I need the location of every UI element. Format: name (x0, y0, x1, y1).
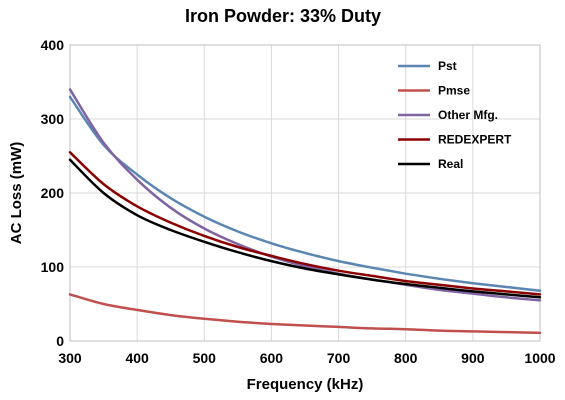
y-tick-label: 100 (41, 259, 65, 275)
x-tick-label: 300 (58, 350, 82, 366)
series-line-pmse (68, 293, 542, 335)
y-tick-label: 300 (41, 111, 65, 127)
x-tick-label: 500 (193, 350, 217, 366)
y-tick-label: 400 (41, 37, 65, 53)
legend-label-pst: Pst (438, 59, 457, 73)
legend-label-redexpert: REDEXPERT (438, 133, 512, 147)
series-group (68, 88, 542, 335)
y-tick-label: 200 (41, 185, 65, 201)
x-tick-label: 800 (394, 350, 418, 366)
y-axis-label: AC Loss (mW) (8, 142, 25, 245)
legend-label-real: Real (438, 157, 463, 171)
series-line-other-mfg (68, 88, 542, 302)
x-tick-label: 400 (125, 350, 149, 366)
x-axis-label: Frequency (kHz) (247, 376, 364, 393)
x-tick-label: 600 (260, 350, 284, 366)
legend-label-pmse: Pmse (438, 84, 470, 98)
x-tick-label: 1000 (524, 350, 555, 366)
x-tick-label: 900 (461, 350, 485, 366)
chart-title: Iron Powder: 33% Duty (185, 6, 381, 26)
legend-label-other-mfg: Other Mfg. (438, 108, 498, 122)
y-tick-label: 0 (56, 333, 64, 349)
series-line-redexpert (68, 151, 542, 296)
plot-area (69, 44, 541, 342)
x-tick-label: 700 (327, 350, 351, 366)
series-line-real (68, 158, 542, 299)
series-line-pst (68, 95, 542, 292)
y-axis-ticks: 0 100 200 300 400 (41, 37, 65, 349)
legend: Pst Pmse Other Mfg. REDEXPERT Real (398, 59, 512, 171)
x-axis-ticks: 300 400 500 600 700 800 900 1000 (58, 350, 555, 366)
